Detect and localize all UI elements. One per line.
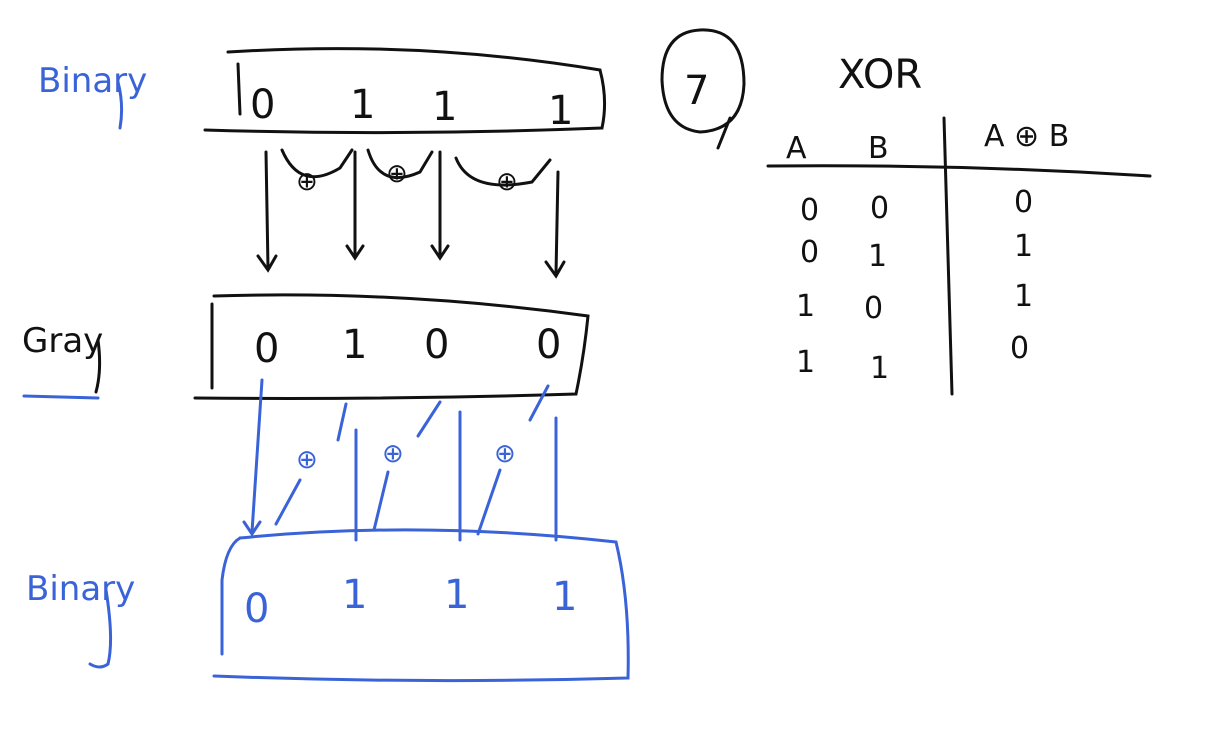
xor-header-b: B xyxy=(868,131,889,166)
xor-row-2-b: 0 xyxy=(864,291,883,326)
xor-symbol-top-2: ⊕ xyxy=(386,159,408,189)
xor-row-3-a: 1 xyxy=(796,345,815,380)
top-bit-2: 1 xyxy=(432,84,457,130)
xor-symbol-blue-3: ⊕ xyxy=(494,439,516,469)
xor-row-0-result: 0 xyxy=(1014,185,1033,220)
gray-bit-1: 1 xyxy=(342,322,367,368)
gray-underline xyxy=(22,394,100,400)
top-bit-1: 1 xyxy=(350,82,375,128)
bottom-bit-0: 0 xyxy=(244,586,269,632)
xor-symbol-top-1: ⊕ xyxy=(296,167,318,197)
xor-symbol-top-3: ⊕ xyxy=(496,167,518,197)
xor-table-header-line xyxy=(766,164,1152,178)
top-bit-3: 1 xyxy=(548,88,573,134)
xor-header-a: A xyxy=(786,131,807,166)
xor-row-3-result: 0 xyxy=(1010,331,1029,366)
top-binary-box xyxy=(203,47,607,135)
gray-bit-2: 0 xyxy=(424,322,449,368)
top-bit-0: 0 xyxy=(250,82,275,128)
xor-row-3-b: 1 xyxy=(870,351,889,386)
xor-row-1-b: 1 xyxy=(868,239,887,274)
xor-symbol-blue-1: ⊕ xyxy=(296,445,318,475)
xor-row-1-result: 1 xyxy=(1014,229,1033,264)
label-gray: Gray xyxy=(22,321,103,361)
xor-row-2-result: 1 xyxy=(1014,279,1033,314)
circle-around-number xyxy=(660,28,746,150)
xor-row-0-a: 0 xyxy=(800,193,819,228)
xor-header-result: A ⊕ B xyxy=(984,119,1069,154)
down-arrows xyxy=(256,150,566,279)
xor-row-1-a: 0 xyxy=(800,235,819,270)
gray-box xyxy=(193,293,590,400)
gray-bit-3: 0 xyxy=(536,322,561,368)
gray-to-binary-lines xyxy=(242,378,558,542)
xor-table-divider xyxy=(942,116,954,396)
bottom-bit-1: 1 xyxy=(342,572,367,618)
bottom-bit-2: 1 xyxy=(444,572,469,618)
xor-row-2-a: 1 xyxy=(796,289,815,324)
xor-arcs-top xyxy=(280,148,552,187)
gray-bit-0: 0 xyxy=(254,326,279,372)
bottom-bit-3: 1 xyxy=(552,574,577,620)
xor-table-title: XOR xyxy=(838,52,922,98)
circled-number: 7 xyxy=(684,68,709,114)
bottom-binary-box xyxy=(212,528,630,683)
label-binary-bottom: Binary xyxy=(26,569,135,609)
xor-symbol-blue-2: ⊕ xyxy=(382,439,404,469)
label-binary-top: Binary xyxy=(38,61,147,101)
xor-row-0-b: 0 xyxy=(870,191,889,226)
